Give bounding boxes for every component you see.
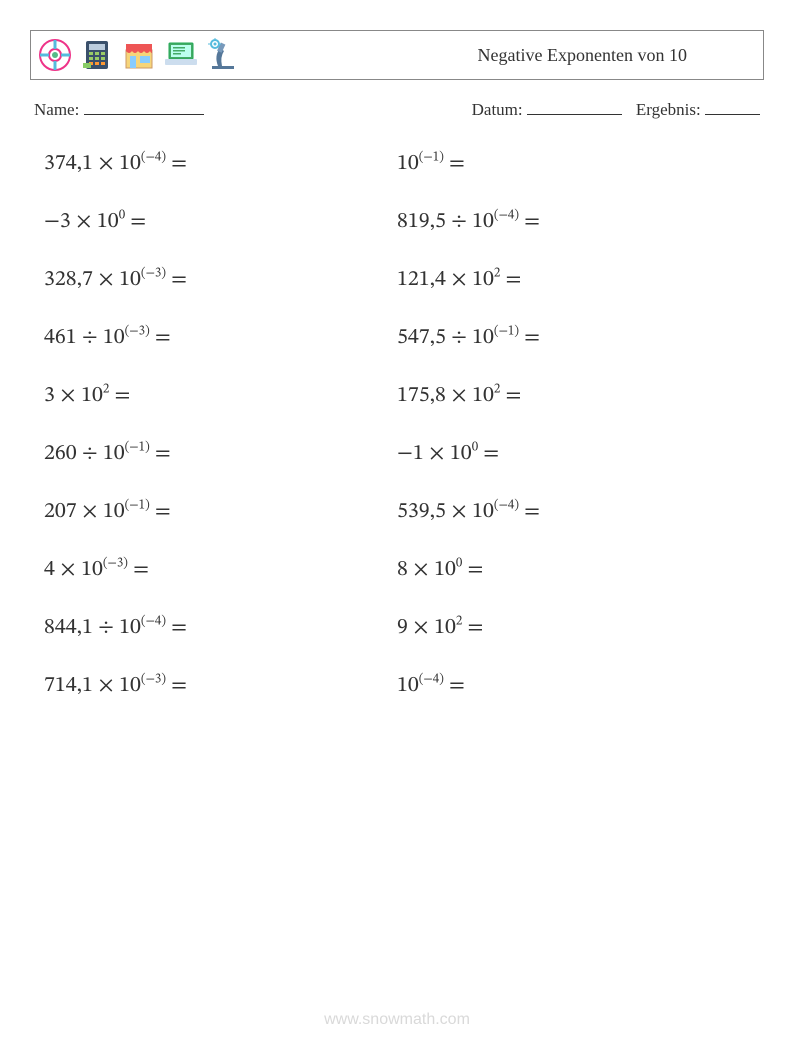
laptop-icon <box>163 37 199 73</box>
result-blank[interactable] <box>705 100 760 115</box>
problems-grid: 374,1 × 10(−4) =10(−1) = −3 × 100 =819,5 … <box>30 140 764 700</box>
date-label: Datum: <box>472 100 523 119</box>
header-box: Negative Exponenten von 10 <box>30 30 764 80</box>
problem: −1 × 100 = <box>397 440 750 468</box>
problem: 539,5 × 10(−4) = <box>397 498 750 526</box>
icon-strip <box>37 37 241 73</box>
footer-watermark: www.snowmath.com <box>0 1011 794 1029</box>
calculator-icon <box>79 37 115 73</box>
problem: 10(−4) = <box>397 672 750 700</box>
problem: 260 ÷ 10(−1) = <box>44 440 397 468</box>
shop-icon <box>121 37 157 73</box>
problem: 10(−1) = <box>397 150 750 178</box>
problem: 121,4 × 102 = <box>397 266 750 294</box>
problem: 547,5 ÷ 10(−1) = <box>397 324 750 352</box>
problem: 4 × 10(−3) = <box>44 556 397 584</box>
name-label: Name: <box>34 100 79 119</box>
problem: 175,8 × 102 = <box>397 382 750 410</box>
problem: 819,5 ÷ 10(−4) = <box>397 208 750 236</box>
problem: 9 × 102 = <box>397 614 750 642</box>
problem: 844,1 ÷ 10(−4) = <box>44 614 397 642</box>
problem: 207 × 10(−1) = <box>44 498 397 526</box>
lifebuoy-icon <box>37 37 73 73</box>
problem: 3 × 102 = <box>44 382 397 410</box>
problem: 714,1 × 10(−3) = <box>44 672 397 700</box>
meta-row: Name: Datum: Ergebnis: <box>34 100 760 120</box>
problem: 8 × 100 = <box>397 556 750 584</box>
problem: 328,7 × 10(−3) = <box>44 266 397 294</box>
problem: 461 ÷ 10(−3) = <box>44 324 397 352</box>
page-title: Negative Exponenten von 10 <box>478 45 757 66</box>
date-blank[interactable] <box>527 100 622 115</box>
name-blank[interactable] <box>84 100 204 115</box>
problem: −3 × 100 = <box>44 208 397 236</box>
microscope-icon <box>205 37 241 73</box>
result-label: Ergebnis: <box>636 100 701 119</box>
problem: 374,1 × 10(−4) = <box>44 150 397 178</box>
